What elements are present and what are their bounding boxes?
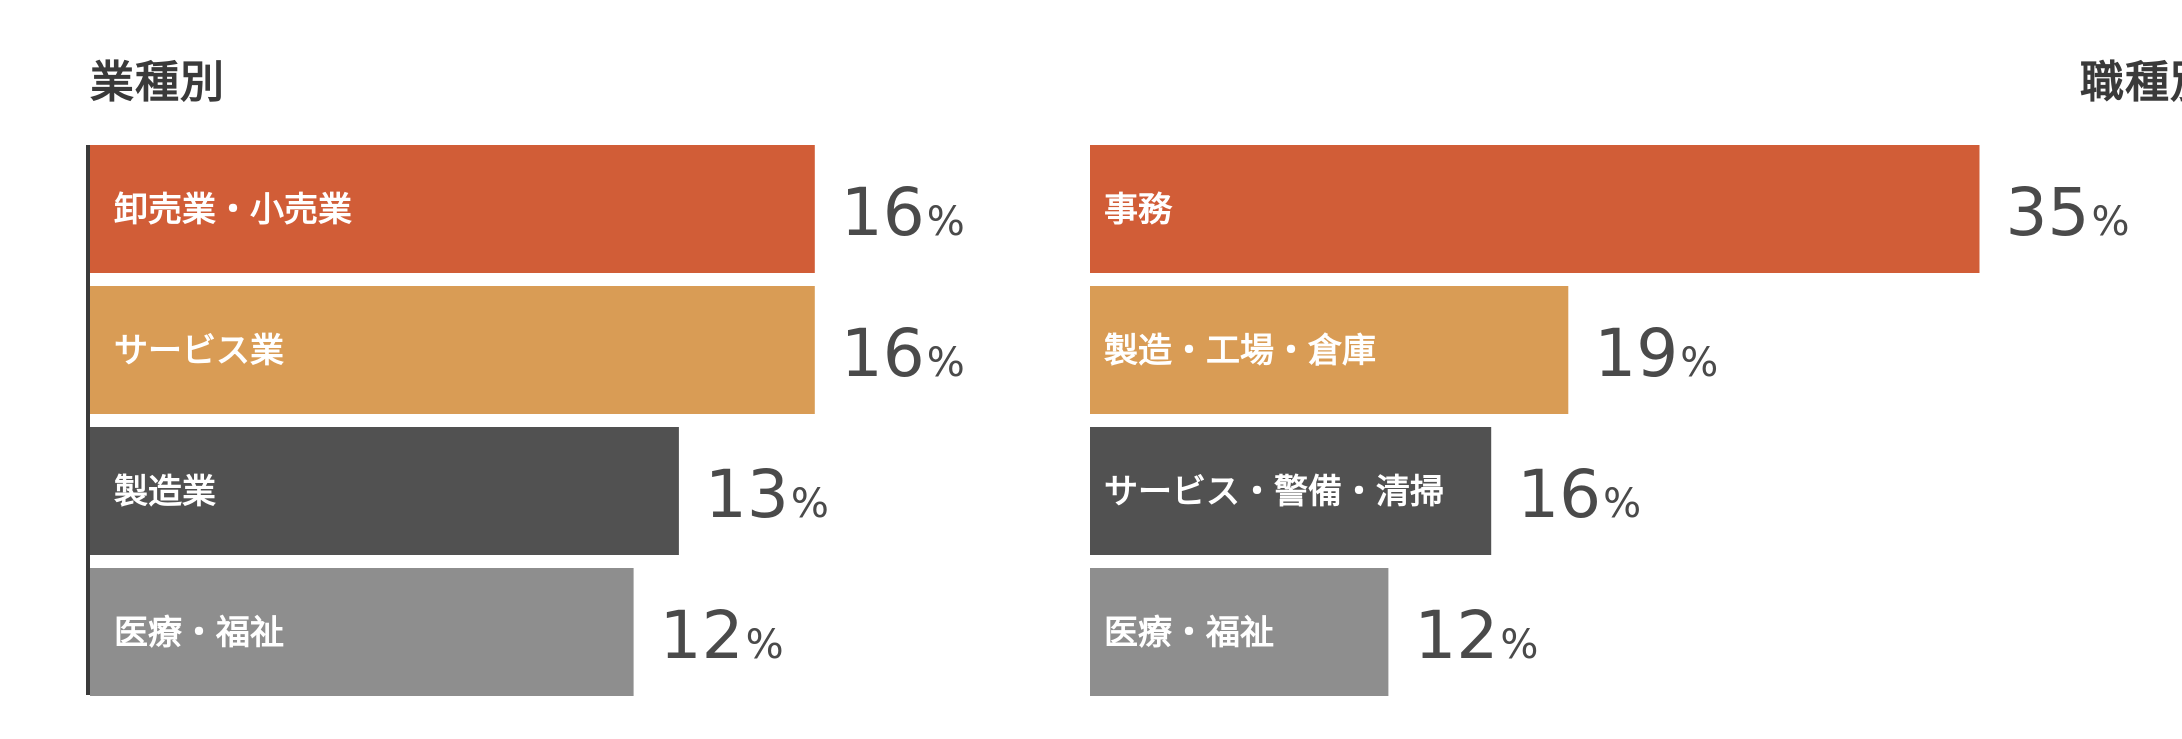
bar-2	[1090, 286, 1569, 414]
value-unit: %	[927, 340, 965, 386]
bar-category-label: 製造・工場・倉庫	[1104, 331, 1376, 371]
bar-value-label: 12%	[1414, 597, 1538, 674]
occupation-bar-chart: 事務 35% 製造・工場・倉庫 19% サービス・警備・清掃 16% 医療・福祉 12%	[1090, 145, 2130, 696]
value-unit: %	[1603, 481, 1641, 527]
bar-category-label: 事務	[1104, 190, 1173, 230]
bar-4	[1090, 568, 1389, 696]
bar-3	[1090, 427, 1492, 555]
value-number: 12	[660, 597, 744, 674]
value-number: 16	[841, 174, 925, 251]
value-number: 19	[1594, 315, 1678, 392]
occupation-chart: 職種別 事務 35% 製造・工場・倉庫 19% サービス・警備・清掃 16% 医療・福祉 12…	[1090, 0, 2182, 739]
bar-3	[90, 427, 679, 555]
value-number: 13	[705, 456, 789, 533]
value-unit: %	[2091, 199, 2129, 245]
value-number: 16	[1517, 456, 1601, 533]
bar-category-label: 医療・福祉	[1104, 613, 1274, 653]
bar-category-label: サービス業	[114, 331, 284, 371]
bar-value-label: 16%	[1517, 456, 1641, 533]
chart-title: 業種別	[90, 57, 225, 108]
value-number: 12	[1414, 597, 1498, 674]
bar-1	[90, 145, 815, 273]
bar-value-label: 13%	[705, 456, 829, 533]
value-unit: %	[791, 481, 829, 527]
bar-category-label: 卸売業・小売業	[114, 190, 352, 230]
bar-value-label: 12%	[660, 597, 784, 674]
value-unit: %	[746, 622, 784, 668]
industry-bar-chart: 卸売業・小売業 16% サービス業 16% 製造業 13% 医療・福祉 12%	[86, 145, 965, 696]
bar-2	[90, 286, 815, 414]
bar-value-label: 16%	[841, 315, 965, 392]
value-unit: %	[1680, 340, 1718, 386]
value-unit: %	[927, 199, 965, 245]
bar-category-label: 製造業	[114, 472, 216, 512]
value-number: 16	[841, 315, 925, 392]
bar-value-label: 16%	[841, 174, 965, 251]
bar-4	[90, 568, 634, 696]
bar-value-label: 35%	[2006, 174, 2130, 251]
bar-1	[1090, 145, 1980, 273]
value-unit: %	[1500, 622, 1538, 668]
bar-value-label: 19%	[1594, 315, 1718, 392]
value-number: 35	[2006, 174, 2090, 251]
bar-category-label: サービス・警備・清掃	[1104, 472, 1444, 512]
bar-category-label: 医療・福祉	[114, 613, 284, 653]
chart-title: 職種別	[2080, 57, 2182, 108]
industry-chart: 業種別 卸売業・小売業 16% サービス業 16% 製造業 13% 医療・福祉 12%	[0, 0, 1090, 739]
